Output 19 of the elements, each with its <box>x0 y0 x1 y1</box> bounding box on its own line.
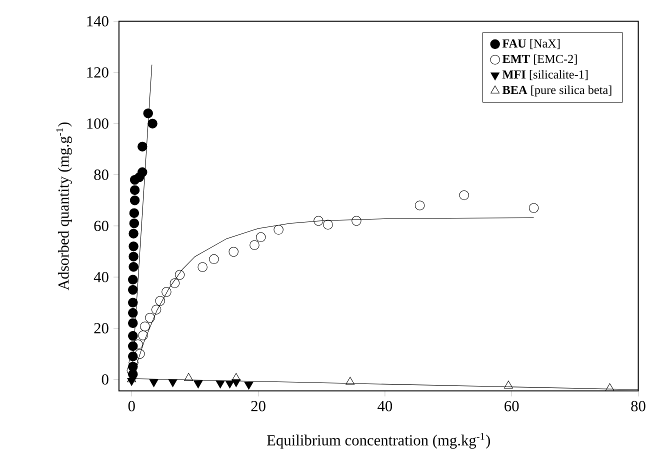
x-tick-label: 0 <box>128 400 135 412</box>
y-tick-label: 60 <box>94 220 108 232</box>
y-axis-title: Adsorbed quantity (mg.g$^{-1}$) <box>56 122 72 290</box>
x-tick-label: 60 <box>504 400 519 412</box>
y-tick-label: 100 <box>87 118 108 129</box>
y-tick-label: 40 <box>94 272 108 282</box>
y-tick-label: 20 <box>94 323 108 334</box>
y-tick-label: 0 <box>102 374 108 385</box>
x-tick-label: 20 <box>251 400 266 412</box>
x-tick-label: 40 <box>378 400 392 412</box>
y-tick-label: 80 <box>94 170 108 180</box>
legend-label: BEA [pure silica beta] <box>502 86 612 97</box>
y-tick-label: 120 <box>87 67 108 78</box>
y-tick-label: 140 <box>87 16 108 26</box>
x-axis-title: Equilibrium concentration (mg.kg$^{-1}$) <box>267 432 490 449</box>
legend-label: MFI [silicalite-1] <box>502 70 588 80</box>
x-tick-label: 80 <box>631 400 646 412</box>
legend-label: FAU [NaX] <box>502 39 560 50</box>
legend-label: EMT [EMC-2] <box>502 54 577 65</box>
